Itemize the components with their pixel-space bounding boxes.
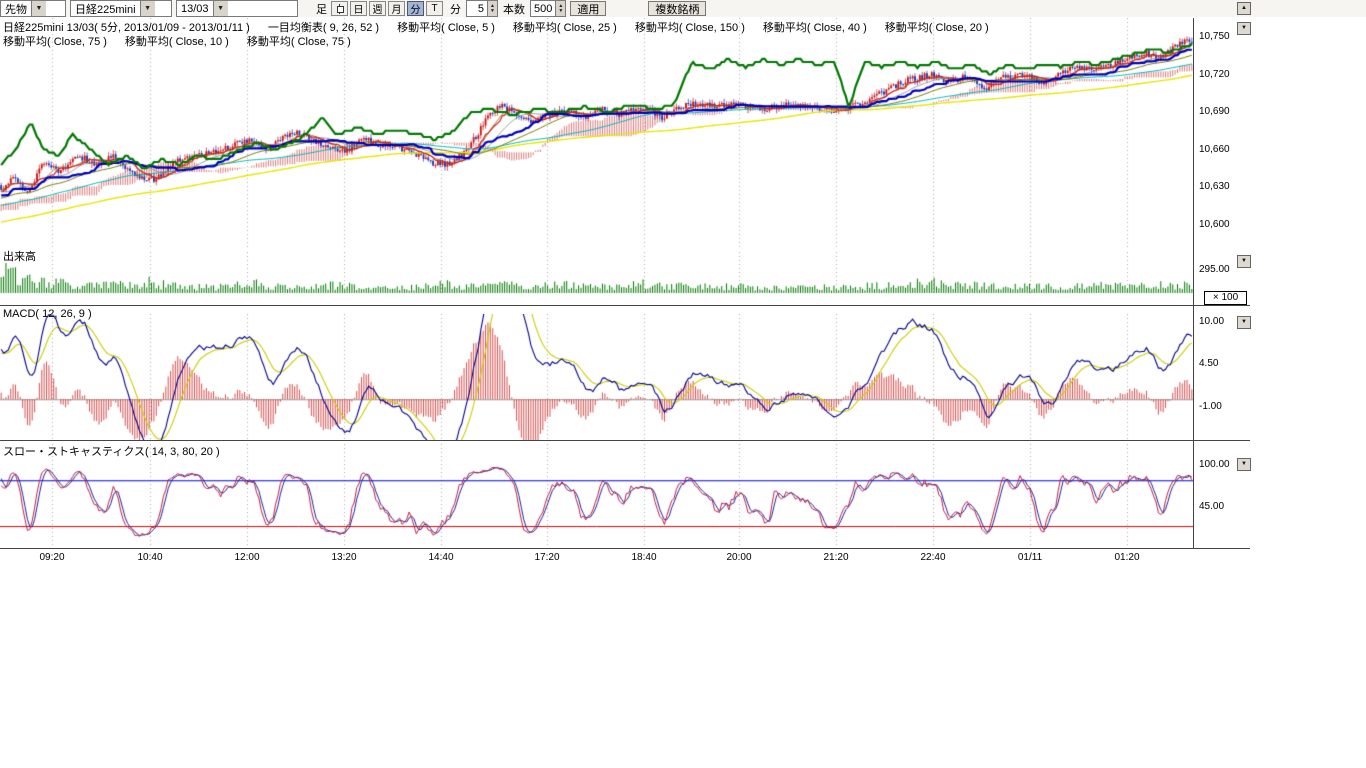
pane-scale-button[interactable]: ▼: [1237, 255, 1251, 268]
stoch-axis-label: 45.00: [1199, 501, 1224, 512]
period-minute-button[interactable]: 分: [407, 1, 424, 16]
stochastics-chart[interactable]: [0, 444, 1193, 548]
time-tick-label: 18:40: [631, 552, 656, 563]
macd-panel-label: MACD( 12, 26, 9 ): [3, 308, 92, 320]
stochastics-panel-label: スロー・ストキャスティクス( 14, 3, 80, 20 ): [3, 443, 220, 459]
time-tick-label: 14:40: [428, 552, 453, 563]
time-tick-label: 10:40: [137, 552, 162, 563]
chart-application: 先物 ▼ 日経225mini ▼ 13/03 ▼ 足 日 週 月 分 T 分 5…: [0, 0, 1366, 768]
chart-type-button[interactable]: [331, 1, 348, 16]
time-tick-label: 20:00: [726, 552, 751, 563]
indicator-label: 移動平均( Close, 20 ): [885, 22, 989, 34]
macd-chart[interactable]: [0, 314, 1193, 440]
indicator-label: 移動平均( Close, 5 ): [397, 22, 495, 34]
macd-axis-label: 4.50: [1199, 358, 1218, 369]
time-tick-label: 01:20: [1114, 552, 1139, 563]
period-day-button[interactable]: 日: [350, 1, 367, 16]
time-tick-label: 01/11: [1018, 552, 1042, 563]
pane-scale-button[interactable]: ▲: [1237, 2, 1251, 15]
dropdown-arrow-icon: ▼: [140, 1, 155, 16]
spinner-arrows-icon[interactable]: ▲▼: [555, 1, 565, 16]
price-chart[interactable]: [0, 18, 1193, 250]
price-axis-label: 10,720: [1199, 69, 1230, 80]
price-axis-line: [1193, 18, 1194, 548]
time-axis-line: [0, 548, 1250, 549]
indicator-label: 移動平均( Close, 10 ): [125, 36, 229, 48]
price-axis-label: 10,660: [1199, 144, 1230, 155]
dropdown-arrow-icon: ▼: [31, 1, 46, 16]
period-month-button[interactable]: 月: [388, 1, 405, 16]
macd-axis-label: -1.00: [1199, 401, 1222, 412]
stoch-axis-label: 100.00: [1199, 459, 1230, 470]
symbol-select[interactable]: 日経225mini ▼: [70, 0, 172, 17]
spinner-arrows-icon[interactable]: ▲▼: [487, 1, 497, 16]
macd-axis-label: 10.00: [1199, 316, 1224, 327]
minute-interval-input[interactable]: 5 ▲▼: [466, 0, 498, 17]
price-axis-label: 10,750: [1199, 31, 1230, 42]
price-axis-label: 10,690: [1199, 106, 1230, 117]
indicator-header-line2: 移動平均( Close, 75 ) 移動平均( Close, 10 ) 移動平均( …: [3, 33, 369, 49]
time-tick-label: 17:20: [534, 552, 559, 563]
time-tick-label: 13:20: [331, 552, 356, 563]
volume-panel-label: 出来高: [3, 248, 36, 264]
price-axis-label: 10,630: [1199, 181, 1230, 192]
indicator-label: 移動平均( Close, 75 ): [3, 36, 107, 48]
period-week-button[interactable]: 週: [369, 1, 386, 16]
minute-unit-label: 分: [450, 1, 461, 17]
time-tick-label: 22:40: [920, 552, 945, 563]
time-axis: 09:20 10:40 12:00 13:20 14:40 17:20 18:40 20:00…: [0, 552, 1250, 566]
contract-month-value: 13/03: [177, 3, 213, 15]
volume-multiplier-badge: × 100: [1204, 291, 1247, 305]
bar-count-label: 本数: [503, 1, 525, 17]
multi-symbol-button[interactable]: 複数銘柄: [648, 1, 706, 16]
indicator-label: 移動平均( Close, 25 ): [513, 22, 617, 34]
price-axis-label: 10,600: [1199, 219, 1230, 230]
toolbar: 先物 ▼ 日経225mini ▼ 13/03 ▼ 足 日 週 月 分 T 分 5…: [0, 0, 1366, 17]
pane-scale-button[interactable]: ▼: [1237, 22, 1251, 35]
pane-scale-button[interactable]: ▼: [1237, 458, 1251, 471]
pane-scale-button[interactable]: ▼: [1237, 316, 1251, 329]
volume-chart[interactable]: [0, 252, 1193, 296]
minute-interval-value: 5: [467, 3, 487, 15]
bar-type-label: 足: [316, 1, 327, 17]
candlestick-icon: [336, 4, 344, 14]
indicator-label: 移動平均( Close, 40 ): [763, 22, 867, 34]
instrument-type-select[interactable]: 先物 ▼: [0, 0, 66, 17]
symbol-value: 日経225mini: [71, 1, 140, 17]
time-tick-label: 21:20: [823, 552, 848, 563]
contract-month-select[interactable]: 13/03 ▼: [176, 0, 298, 17]
panel-divider: [0, 440, 1250, 441]
bar-count-input[interactable]: 500 ▲▼: [530, 0, 566, 17]
instrument-type-value: 先物: [1, 1, 31, 17]
time-tick-label: 12:00: [234, 552, 259, 563]
time-tick-label: 09:20: [39, 552, 64, 563]
indicator-label: 移動平均( Close, 75 ): [247, 36, 351, 48]
dropdown-arrow-icon: ▼: [213, 1, 228, 16]
period-tick-button[interactable]: T: [426, 1, 443, 16]
bar-count-value: 500: [531, 3, 555, 15]
panel-divider: [0, 305, 1250, 306]
apply-button[interactable]: 適用: [570, 1, 606, 16]
indicator-label: 移動平均( Close, 150 ): [635, 22, 745, 34]
volume-axis-label: 295.00: [1199, 264, 1230, 275]
